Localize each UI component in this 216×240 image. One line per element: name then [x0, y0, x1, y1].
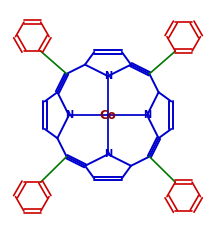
Text: N: N: [104, 149, 112, 159]
Text: Co: Co: [100, 109, 116, 122]
Text: N: N: [65, 110, 73, 120]
Text: N: N: [104, 71, 112, 81]
Text: N: N: [143, 110, 151, 120]
